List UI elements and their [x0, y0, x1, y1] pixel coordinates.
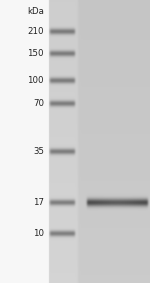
Text: kDa: kDa — [27, 7, 44, 16]
Text: 10: 10 — [33, 229, 44, 238]
Text: 17: 17 — [33, 198, 44, 207]
Text: 35: 35 — [33, 147, 44, 156]
Text: 100: 100 — [27, 76, 44, 85]
Text: 150: 150 — [27, 49, 44, 58]
Text: 70: 70 — [33, 99, 44, 108]
Text: 210: 210 — [27, 27, 44, 36]
